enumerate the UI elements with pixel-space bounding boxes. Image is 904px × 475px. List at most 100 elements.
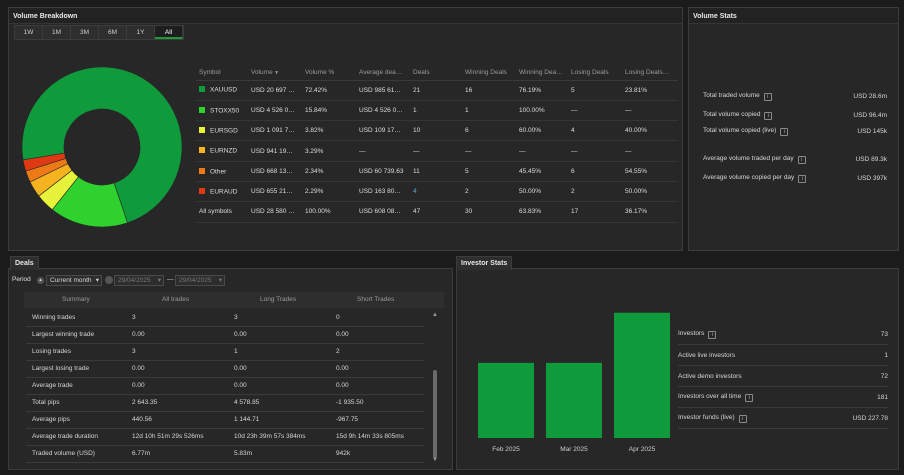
stat-label-text: Investors over all time bbox=[678, 392, 742, 400]
table-row: Largest losing trade 0.00 0.00 0.00 bbox=[26, 361, 424, 378]
row-value: 0 bbox=[336, 314, 340, 321]
date-to-input[interactable]: 29/04/2025 ▾ bbox=[175, 275, 225, 286]
info-icon[interactable]: i bbox=[798, 174, 807, 183]
cell-symbol: All symbols bbox=[196, 201, 248, 223]
col-header[interactable]: Symbol bbox=[196, 66, 248, 81]
cell-deals: 4 bbox=[410, 181, 462, 203]
table-row[interactable]: EURSGD USD 1 091 7… 3.82% USD 109 17… 10 6 60.… bbox=[196, 120, 678, 142]
cell-text: 4 bbox=[571, 127, 575, 135]
period-chevron-icon[interactable]: ▴ bbox=[37, 277, 44, 284]
tab-all[interactable]: All bbox=[155, 26, 183, 39]
row-value: 440.56 bbox=[132, 416, 152, 423]
bar-apr-2025[interactable] bbox=[614, 312, 670, 438]
table-row[interactable]: EURAUD USD 655 21… 2.29% USD 163 80… 4 2 50.00… bbox=[196, 181, 678, 203]
table-row[interactable]: All symbols USD 28 580 … 100.00% USD 608 08… bbox=[196, 201, 678, 223]
period-tabs: 1W 1M 3M 6M 1Y All bbox=[14, 25, 184, 40]
tab-1y[interactable]: 1Y bbox=[127, 26, 155, 39]
row-value: 0.00 bbox=[132, 382, 145, 389]
calendar-icon[interactable] bbox=[105, 276, 113, 284]
donut-slice-xauusd[interactable] bbox=[22, 67, 182, 224]
cell-winpct: 60.00% bbox=[516, 120, 568, 142]
sort-desc-icon[interactable]: ▼ bbox=[272, 70, 280, 77]
scroll-down-icon[interactable]: ▼ bbox=[432, 457, 438, 463]
row-value: 3 bbox=[132, 314, 136, 321]
period-select[interactable]: Current month ▾ bbox=[46, 275, 102, 286]
stat-label-text: Investors bbox=[678, 329, 705, 337]
table-row[interactable]: STOXX50 USD 4 526 0… 15.84% USD 4 526 0… 1 1 1… bbox=[196, 100, 678, 122]
bar-mar-2025[interactable] bbox=[546, 362, 602, 438]
stat-label: Investors i bbox=[678, 329, 717, 339]
tab-1w[interactable]: 1W bbox=[15, 26, 43, 39]
cell-lose: 2 bbox=[568, 181, 622, 203]
col-header[interactable]: Deals bbox=[410, 66, 462, 81]
info-icon[interactable]: i bbox=[780, 127, 789, 136]
col-header-label: Symbol bbox=[199, 69, 221, 77]
col-long-trades: Long Trades bbox=[260, 296, 297, 303]
scroll-up-icon[interactable]: ▲ bbox=[432, 312, 438, 318]
cell-lose: 4 bbox=[568, 120, 622, 142]
cell-text: 2.29% bbox=[305, 188, 324, 196]
x-tick-label: Mar 2025 bbox=[560, 446, 588, 453]
cell-symbol: EURAUD bbox=[196, 181, 248, 203]
stat-label-text: Total volume copied bbox=[703, 110, 761, 118]
tab-3m[interactable]: 3M bbox=[71, 26, 99, 39]
scroll-thumb[interactable] bbox=[433, 370, 437, 458]
table-row[interactable]: Other USD 668 13… 2.34% USD 60 739.63 11 5 45.… bbox=[196, 161, 678, 182]
row-value: 942k bbox=[336, 450, 351, 457]
col-header[interactable]: Volume ▼ bbox=[248, 66, 302, 81]
stat-label: Total volume copied (live) i bbox=[703, 127, 789, 136]
cell-winpct: 45.45% bbox=[516, 161, 568, 182]
col-header[interactable]: Average dea… bbox=[356, 66, 410, 81]
info-icon[interactable]: i bbox=[708, 330, 717, 339]
cell-pct: 3.82% bbox=[302, 120, 356, 142]
stat-label-text: Active demo investors bbox=[678, 372, 742, 380]
x-tick-label: Apr 2025 bbox=[629, 446, 656, 453]
volume-stat-row: Average volume copied per day i USD 397k bbox=[703, 172, 887, 184]
cell-winpct: 76.19% bbox=[516, 80, 568, 101]
volume-stat-row: Average volume traded per day i USD 89.3k bbox=[703, 153, 887, 165]
table-row[interactable]: EURNZD USD 941 19… 3.29% — — — — — — bbox=[196, 140, 678, 162]
col-header[interactable]: Volume % bbox=[302, 66, 356, 81]
deals-scrollbar[interactable]: ▲ ▼ bbox=[432, 312, 438, 464]
investor-stats-tab[interactable]: Investor Stats bbox=[456, 256, 513, 270]
cell-losepct: 36.17% bbox=[622, 201, 678, 223]
col-header[interactable]: Winning Dea… bbox=[516, 66, 568, 81]
stat-label: Active live investors bbox=[678, 352, 735, 359]
row-value: 0.00 bbox=[336, 365, 349, 372]
info-icon[interactable]: i bbox=[738, 414, 747, 423]
date-from-input[interactable]: 29/04/2025 ▾ bbox=[114, 275, 164, 286]
cell-volume: USD 941 19… bbox=[248, 140, 302, 162]
stat-value: 181 bbox=[877, 393, 888, 401]
info-icon[interactable]: i bbox=[764, 111, 773, 120]
row-value: -967.75 bbox=[336, 416, 359, 423]
stat-label: Average volume copied per day i bbox=[703, 174, 807, 183]
tab-6m[interactable]: 6M bbox=[99, 26, 127, 39]
tab-1m[interactable]: 1M bbox=[43, 26, 71, 39]
stat-label-text: Total traded volume bbox=[703, 91, 760, 99]
cell-text: EURSGD bbox=[210, 127, 238, 135]
row-value: 1 bbox=[234, 348, 238, 355]
table-row[interactable]: XAUUSD USD 20 697 … 72.42% USD 985 61… 21 16 7… bbox=[196, 80, 678, 101]
deals-tab[interactable]: Deals bbox=[10, 256, 39, 270]
cell-lose: — bbox=[568, 100, 622, 122]
info-icon[interactable]: i bbox=[763, 92, 772, 101]
col-header[interactable]: Losing Deals… bbox=[622, 66, 678, 81]
cell-text: 60.00% bbox=[519, 127, 542, 135]
stat-value: USD 28.6m bbox=[853, 92, 887, 100]
cell-text: 36.17% bbox=[625, 208, 648, 216]
row-value: 2 643.35 bbox=[132, 399, 158, 406]
col-header[interactable]: Losing Deals bbox=[568, 66, 622, 81]
info-icon[interactable]: i bbox=[745, 393, 754, 402]
cell-avg: USD 163 80… bbox=[356, 181, 410, 203]
donut-slice-euraud[interactable] bbox=[22, 152, 67, 172]
row-value: 0.00 bbox=[132, 365, 145, 372]
info-icon[interactable]: i bbox=[797, 155, 806, 164]
cell-text: USD 608 08… bbox=[359, 208, 401, 216]
cell-pct: 100.00% bbox=[302, 201, 356, 223]
cell-text: 72.42% bbox=[305, 86, 328, 94]
bar-feb-2025[interactable] bbox=[478, 362, 534, 438]
col-header[interactable]: Winning Deals bbox=[462, 66, 516, 81]
stat-value: 72 bbox=[880, 372, 888, 380]
cell-text: USD 109 17… bbox=[359, 127, 401, 135]
chevron-down-icon: ▾ bbox=[218, 277, 222, 284]
